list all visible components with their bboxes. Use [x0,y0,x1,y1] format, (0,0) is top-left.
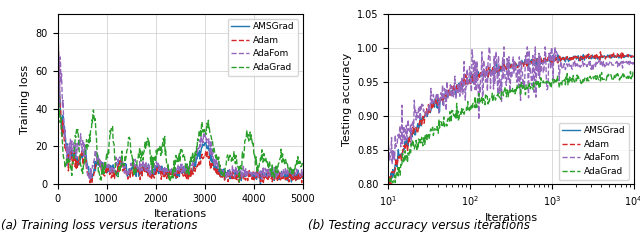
AdaFom [171,171,179,174]
Adam [187,175,195,178]
AdaGrad [255,165,263,168]
Adam [482,72,490,75]
Legend: AMSGrad, Adam, AdaFom, AdaGrad: AMSGrad, Adam, AdaFom, AdaGrad [228,19,298,76]
AdaFom [485,45,493,48]
AdaFom [86,178,94,181]
AdaFom [465,75,473,78]
AMSGrad [186,173,194,176]
AMSGrad [465,82,472,85]
AdaGrad [170,159,178,162]
Adam [414,130,422,132]
AdaFom [630,61,637,64]
AdaFom [187,164,195,167]
AdaGrad [630,71,637,74]
AdaFom [200,131,208,134]
AMSGrad [294,177,301,179]
Adam [385,186,392,189]
Adam [630,55,637,58]
Adam [465,81,472,84]
AdaFom [483,65,490,68]
X-axis label: Iterations: Iterations [154,209,207,219]
Adam [200,155,208,158]
AdaGrad [172,156,179,159]
AdaGrad [483,96,490,99]
Adam [171,173,179,176]
Adam [172,175,180,178]
AdaGrad [299,165,307,168]
Line: AdaGrad: AdaGrad [388,71,634,187]
AdaGrad [562,76,570,78]
Adam [299,173,307,176]
AMSGrad [539,62,547,65]
X-axis label: Iterations: Iterations [484,213,538,223]
Adam [54,6,61,9]
AdaFom [563,62,570,65]
Adam [596,50,604,53]
AMSGrad [609,53,617,55]
AdaFom [299,172,307,174]
AMSGrad [299,177,307,180]
AdaGrad [294,163,301,165]
AdaFom [564,66,572,69]
AMSGrad [414,122,422,125]
AMSGrad [172,168,179,171]
Line: AdaFom: AdaFom [58,0,303,179]
AdaFom [255,172,263,175]
AMSGrad [563,56,570,59]
AdaFom [388,162,396,165]
Text: (b) Testing accuracy versus iterations: (b) Testing accuracy versus iterations [308,219,530,233]
Adam [539,59,547,62]
AMSGrad [482,71,490,74]
AdaGrad [186,163,194,166]
Line: Adam: Adam [388,52,634,187]
AMSGrad [255,176,262,179]
AdaGrad [563,72,571,75]
Legend: AMSGrad, Adam, AdaFom, AdaGrad: AMSGrad, Adam, AdaFom, AdaGrad [559,123,629,179]
AMSGrad [257,183,264,185]
AdaGrad [200,127,207,130]
AdaGrad [465,107,473,110]
AdaGrad [387,185,394,188]
AdaGrad [627,70,634,73]
AMSGrad [385,186,392,189]
AdaFom [540,71,548,74]
AdaGrad [540,80,547,82]
AdaGrad [415,137,422,140]
AdaFom [385,143,392,146]
Line: AdaFom: AdaFom [388,47,634,164]
AdaFom [294,170,301,173]
Line: AMSGrad: AMSGrad [388,54,634,187]
AdaFom [415,105,422,108]
Adam [255,171,263,174]
Adam [563,58,570,60]
Line: AMSGrad: AMSGrad [58,14,303,184]
Adam [88,182,96,185]
AdaFom [172,168,180,171]
Line: AdaGrad: AdaGrad [58,0,303,182]
AMSGrad [200,144,207,147]
Y-axis label: Testing accuracy: Testing accuracy [342,53,352,146]
AMSGrad [561,60,569,63]
AMSGrad [630,55,637,58]
AdaGrad [385,175,392,178]
Line: Adam: Adam [58,7,303,183]
AMSGrad [54,13,61,16]
Text: (a) Training loss versus iterations: (a) Training loss versus iterations [1,219,198,233]
Y-axis label: Training loss: Training loss [20,65,30,134]
AdaGrad [236,181,243,184]
Adam [561,59,569,62]
AMSGrad [170,171,178,174]
Adam [294,179,301,182]
